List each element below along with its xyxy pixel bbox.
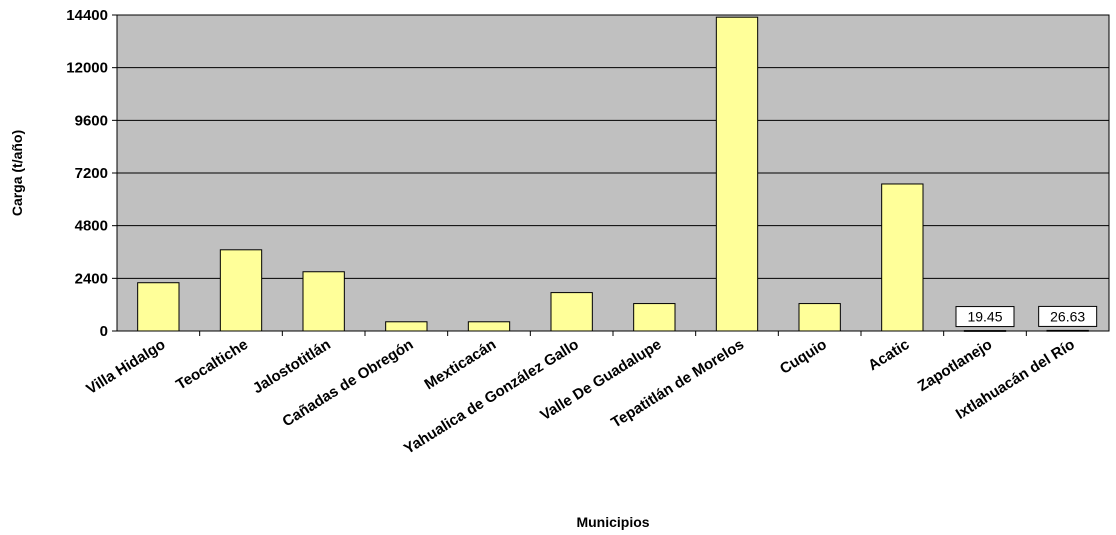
bar: [715, 16, 759, 332]
data-label-box: [955, 306, 1015, 328]
y-tick-label: 2400: [75, 270, 108, 287]
x-tick-label: Zapotlanejo: [915, 336, 995, 395]
y-tick-label: 14400: [66, 7, 108, 24]
data-label-text: 26.63: [1050, 308, 1085, 324]
x-axis-labels: Villa Hidalgo TeocalticheJalostotitlánCañ…: [83, 331, 1078, 458]
x-tick-label: Cañadas de Obregón: [279, 336, 416, 430]
data-label: 26.63: [1038, 305, 1098, 327]
bar: [137, 282, 180, 332]
bar: [798, 303, 841, 332]
data-label: 19.45: [955, 306, 1015, 328]
x-tick-label: Villa Hidalgo: [83, 336, 168, 398]
x-tick-label: Cuquio: [777, 336, 830, 378]
x-tick-label: Acatic: [865, 336, 912, 374]
bars: [137, 16, 1089, 332]
bar: [385, 321, 428, 332]
data-label-text: 19.45: [967, 309, 1002, 325]
y-axis-ticks: 0 2400 4800 7200 9600 12000 14400: [66, 7, 117, 340]
bar: [633, 303, 676, 332]
x-axis-title: Municipios: [576, 514, 649, 530]
y-tick-label: 7200: [75, 165, 108, 182]
y-tick-label: 9600: [75, 112, 108, 129]
data-labels: 19.45 26.63: [955, 305, 1098, 328]
bar: [302, 271, 345, 332]
y-tick-label: 4800: [75, 218, 108, 235]
bar: [467, 321, 511, 332]
bar: [881, 183, 924, 332]
bar: [550, 292, 593, 332]
y-tick-label: 12000: [66, 60, 108, 77]
x-tick-label: Mexticacán: [422, 336, 500, 393]
gridlines: [117, 67, 1109, 279]
data-label-box: [1038, 305, 1098, 327]
x-tick-label: Teocaltiche: [173, 336, 251, 394]
x-tick-label: Jalostotitlán: [250, 336, 334, 397]
y-axis-title: Carga (t/año): [9, 130, 25, 216]
bar: [219, 249, 263, 332]
x-tick-label: Tepatitlán de Morelos: [608, 336, 747, 432]
y-tick-label: 0: [100, 323, 108, 340]
